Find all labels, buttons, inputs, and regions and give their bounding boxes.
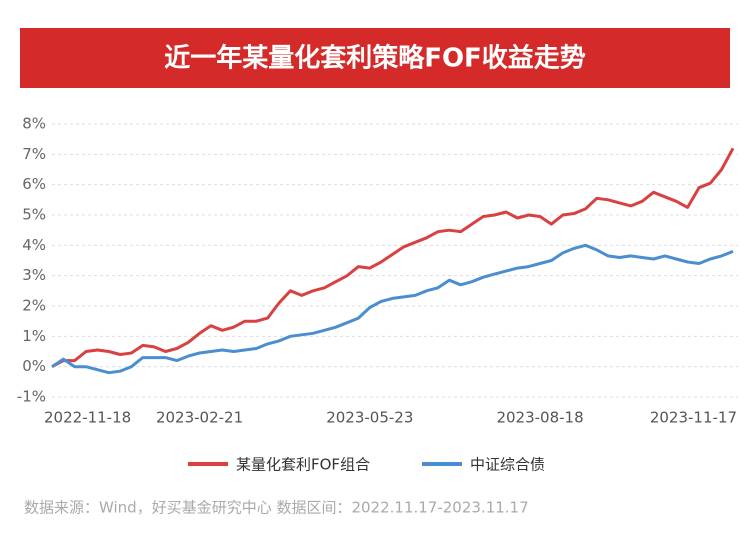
y-tick-label: 1% <box>22 327 46 345</box>
x-tick-label: 2023-02-21 <box>156 409 243 427</box>
legend-label: 某量化套利FOF组合 <box>236 456 370 474</box>
source-note: 数据来源：Wind，好买基金研究中心 数据区间：2022.11.17-2023.… <box>24 499 529 517</box>
data-line <box>51 243 734 375</box>
y-tick-label: 8% <box>22 115 46 133</box>
y-tick-label: 2% <box>22 297 46 315</box>
legend-label: 中证综合债 <box>470 456 545 474</box>
data-line <box>51 147 735 369</box>
y-tick-label: -1% <box>17 388 46 406</box>
x-tick-label: 2022-11-18 <box>44 409 131 427</box>
x-tick-label: 2023-08-18 <box>496 409 583 427</box>
y-tick-label: 6% <box>22 175 46 193</box>
y-tick-label: 5% <box>22 206 46 224</box>
y-tick-label: 0% <box>22 357 46 375</box>
y-tick-label: 3% <box>22 266 46 284</box>
y-tick-label: 7% <box>22 145 46 163</box>
title-banner <box>20 28 730 88</box>
chart-title: 近一年某量化套利策略FOF收益走势 <box>164 43 586 74</box>
x-tick-label: 2023-05-23 <box>326 409 413 427</box>
y-tick-label: 4% <box>22 236 46 254</box>
x-tick-label: 2023-11-17 <box>650 409 737 427</box>
